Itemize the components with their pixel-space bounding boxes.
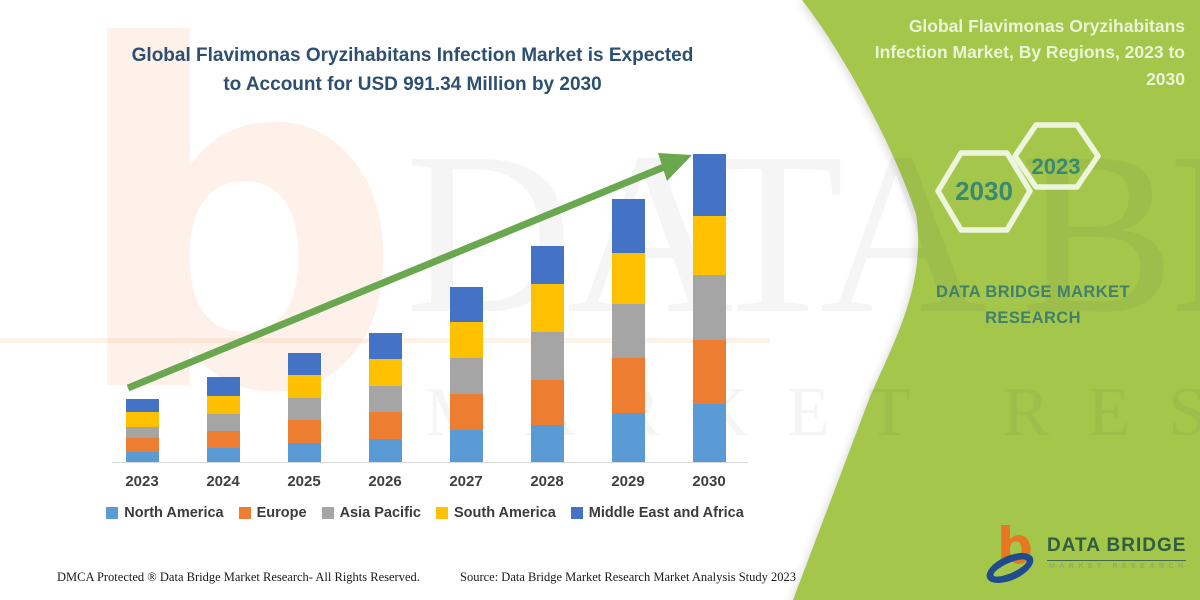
x-axis-label-2030: 2030 — [692, 473, 726, 490]
x-axis-line — [112, 462, 748, 463]
segment-asia-pacific-2026 — [368, 386, 402, 412]
segment-europe-2027 — [449, 394, 483, 430]
segment-asia-pacific-2030 — [692, 275, 726, 341]
legend-swatch-europe — [238, 507, 251, 519]
segment-north-america-2024 — [206, 448, 240, 463]
legend-item-north-america: North America — [106, 505, 224, 521]
footer-source-text: Source: Data Bridge Market Research Mark… — [460, 570, 797, 584]
segment-middle-east-and-africa-2023 — [125, 399, 159, 413]
legend-swatch-asia-pacific — [321, 507, 334, 519]
logo-name: DATA BRIDGE — [1047, 535, 1187, 561]
banner-title-line1: Global Flavimonas Oryzihabitans — [908, 16, 1185, 36]
bar-2027 — [449, 287, 483, 463]
segment-south-america-2028 — [530, 284, 564, 333]
segment-middle-east-and-africa-2027 — [449, 287, 483, 323]
segment-europe-2028 — [530, 380, 564, 425]
x-axis-label-2029: 2029 — [611, 473, 645, 490]
x-axis-label-2024: 2024 — [206, 473, 240, 490]
segment-north-america-2023 — [125, 452, 159, 463]
logo-subtitle: MARKET RESEARCH — [1049, 563, 1188, 570]
hexagon-2030-label: 2030 — [955, 176, 1013, 206]
legend-label-south-america: South America — [454, 505, 556, 521]
legend-label-europe: Europe — [256, 505, 307, 521]
banner-title: Global Flavimonas Oryzihabitans Infectio… — [815, 13, 1185, 92]
legend-item-europe: Europe — [238, 505, 307, 521]
segment-europe-2026 — [368, 411, 402, 439]
chart-headline-line2: to Account for USD 991.34 Million by 203… — [223, 73, 602, 95]
logo-b-icon: b — [997, 517, 1033, 575]
segment-europe-2030 — [692, 340, 726, 405]
segment-europe-2023 — [125, 438, 159, 453]
bar-2030 — [692, 154, 726, 463]
segment-north-america-2027 — [449, 429, 483, 463]
segment-asia-pacific-2028 — [530, 332, 564, 381]
legend-label-middle-east-and-africa: Middle East and Africa — [588, 505, 744, 521]
x-axis-label-2026: 2026 — [368, 473, 402, 490]
segment-south-america-2027 — [449, 322, 483, 359]
x-axis-label-2027: 2027 — [449, 473, 483, 490]
segment-asia-pacific-2025 — [287, 397, 321, 420]
hexagon-2023 — [1012, 122, 1101, 190]
segment-asia-pacific-2027 — [449, 358, 483, 395]
bar-2026 — [368, 333, 402, 463]
segment-north-america-2025 — [287, 443, 321, 463]
chart-headline: Global Flavimonas Oryzihabitans Infectio… — [105, 42, 720, 99]
legend-label-asia-pacific: Asia Pacific — [339, 505, 421, 521]
banner-title-line2: Infection Market, By Regions, 2023 to — [874, 42, 1185, 63]
segment-south-america-2024 — [206, 395, 240, 414]
legend-label-north-america: North America — [124, 505, 224, 521]
segment-middle-east-and-africa-2029 — [611, 199, 645, 254]
bar-2024 — [206, 377, 240, 463]
bar-2028 — [530, 246, 564, 463]
segment-north-america-2030 — [692, 404, 726, 463]
segment-south-america-2023 — [125, 412, 159, 428]
hexagon-2030 — [935, 150, 1033, 233]
x-axis-label-2028: 2028 — [530, 473, 564, 490]
legend-swatch-south-america — [436, 507, 448, 519]
banner-brand-line1: DATA BRIDGE MARKET — [936, 283, 1130, 301]
legend-swatch-middle-east-and-africa — [570, 507, 583, 519]
segment-north-america-2026 — [368, 439, 402, 463]
segment-south-america-2026 — [368, 358, 402, 387]
segment-middle-east-and-africa-2030 — [692, 154, 726, 217]
legend-swatch-north-america — [106, 507, 119, 519]
data-bridge-logo: b DATA BRIDGE MARKET RESEARCH — [982, 517, 1188, 590]
legend-item-middle-east-and-africa: Middle East and Africa — [570, 505, 744, 521]
bar-2025 — [287, 353, 321, 463]
footer-dmca-text: DMCA Protected ® Data Bridge Market Rese… — [57, 570, 420, 584]
banner-brand-line2: RESEARCH — [985, 308, 1081, 327]
segment-europe-2024 — [206, 430, 240, 449]
segment-north-america-2028 — [530, 424, 564, 463]
banner-brand-text: DATA BRIDGE MARKET RESEARCH — [898, 280, 1168, 331]
chart-legend: North America Europe Asia Pacific South Ame… — [90, 505, 760, 521]
segment-europe-2029 — [611, 358, 645, 414]
segment-south-america-2030 — [692, 216, 726, 276]
segment-asia-pacific-2029 — [611, 304, 645, 359]
year-hexagons: 2030 2023 — [935, 122, 1101, 233]
segment-south-america-2025 — [287, 374, 321, 398]
segment-south-america-2029 — [611, 253, 645, 305]
segment-europe-2025 — [287, 420, 321, 444]
segment-asia-pacific-2023 — [125, 427, 159, 439]
segment-asia-pacific-2024 — [206, 413, 240, 431]
hexagon-2023-label: 2023 — [1032, 154, 1081, 179]
x-axis-label-2025: 2025 — [287, 473, 321, 490]
bar-2023 — [125, 399, 159, 463]
banner-title-line3: 2030 — [1146, 68, 1185, 89]
segment-north-america-2029 — [611, 413, 645, 463]
legend-item-south-america: South America — [436, 505, 556, 521]
segment-middle-east-and-africa-2026 — [368, 333, 402, 359]
segment-middle-east-and-africa-2025 — [287, 353, 321, 375]
legend-item-asia-pacific: Asia Pacific — [321, 505, 421, 521]
bar-2029 — [611, 199, 645, 463]
segment-middle-east-and-africa-2024 — [206, 377, 240, 396]
x-axis-label-2023: 2023 — [125, 473, 159, 490]
chart-headline-line1: Global Flavimonas Oryzihabitans Infectio… — [131, 45, 694, 66]
segment-middle-east-and-africa-2028 — [530, 246, 564, 285]
